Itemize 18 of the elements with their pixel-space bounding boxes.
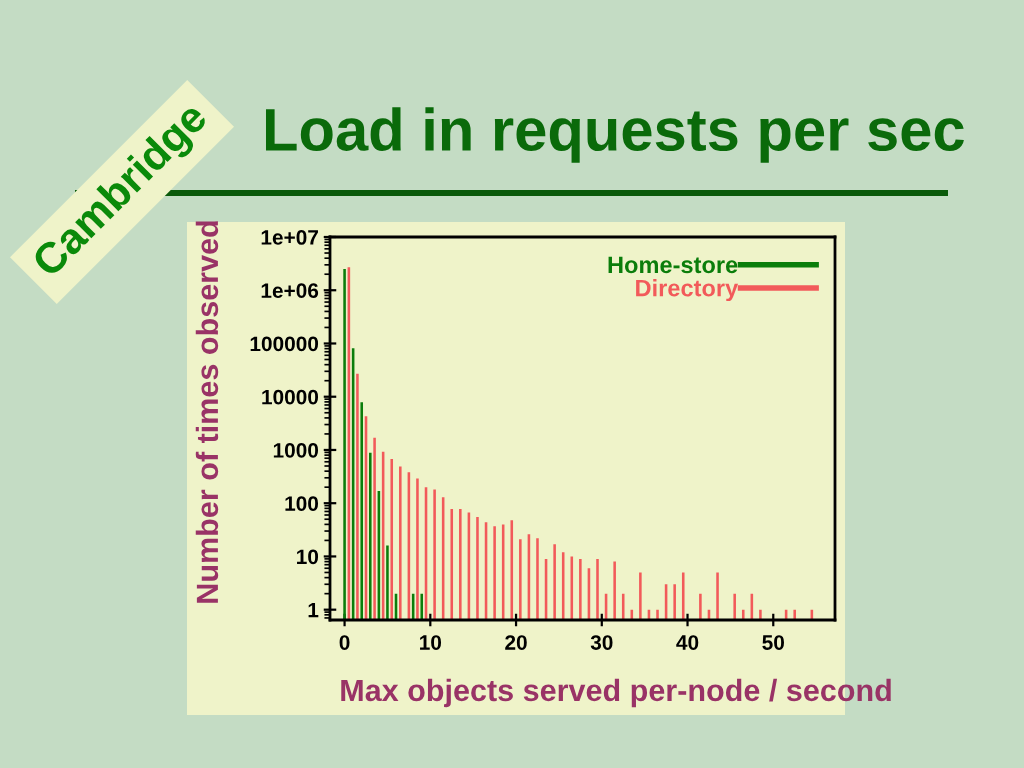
y-tick-label: 10	[297, 549, 319, 565]
x-tick-label: 20	[505, 635, 527, 650]
x-tick-label: 50	[762, 635, 784, 650]
x-tick-label: 40	[676, 635, 699, 650]
legend-label: Directory	[636, 279, 739, 302]
y-tick-label: 100000	[250, 336, 319, 352]
chart-title: Load in requests per sec	[265, 107, 964, 163]
x-tick-label: 10	[420, 635, 442, 650]
y-tick-label: 100	[285, 496, 319, 511]
y-tick-label: 10000	[262, 389, 319, 405]
legend-label: Home-store	[608, 256, 738, 274]
y-tick-label: 1e+07	[261, 230, 318, 245]
y-tick-label: 1	[308, 602, 319, 618]
y-tick-label: 1000	[273, 442, 319, 458]
x-tick-label: 0	[339, 635, 350, 650]
x-tick-label: 30	[590, 635, 613, 650]
y-tick-label: 1e+06	[261, 283, 319, 298]
x-axis-title: Max objects served per-node / second	[341, 678, 891, 708]
